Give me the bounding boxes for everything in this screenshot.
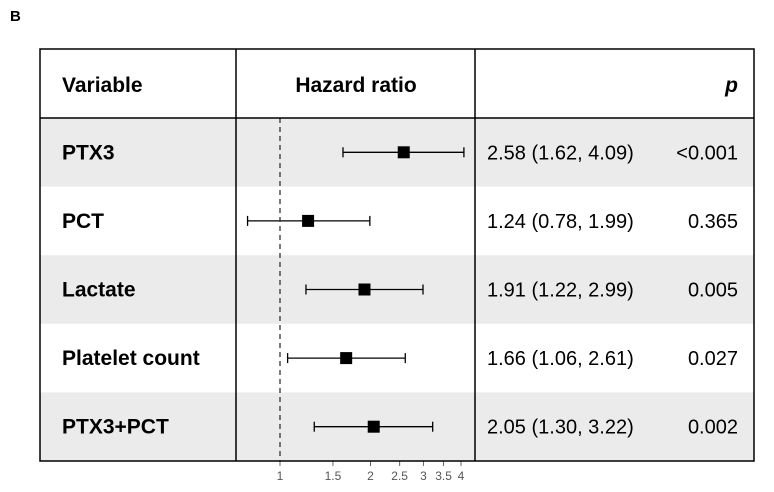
p-value-label: 0.027 [688, 348, 738, 370]
table-borders [39, 48, 755, 462]
hr-point [340, 352, 353, 365]
p-value-label: 0.365 [688, 211, 738, 233]
x-tick-label: 3.5 [435, 469, 452, 483]
hr-point [397, 146, 410, 159]
plot-marks [246, 118, 465, 461]
hr-ci-label: 2.05 (1.30, 3.22) [487, 417, 634, 439]
x-tick-label: 1.5 [325, 469, 342, 483]
x-tick-label: 3 [420, 469, 427, 483]
variable-label: Lactate [62, 279, 136, 302]
x-axis: 1 1.5 2 2.5 3 3.5 4 [277, 461, 465, 483]
hr-ci-label: 1.91 (1.22, 2.99) [487, 280, 634, 302]
hr-ci-label: 2.58 (1.62, 4.09) [487, 142, 634, 164]
hr-point [367, 420, 380, 433]
row-stripes [40, 118, 754, 461]
p-value-label: <0.001 [676, 142, 738, 164]
hr-ci-label: 1.66 (1.06, 2.61) [487, 348, 634, 370]
hr-ci-label: 1.24 (0.78, 1.99) [487, 211, 634, 233]
header-variable: Variable [62, 74, 143, 97]
variable-label: PTX3+PCT [62, 416, 169, 439]
p-value-label: 0.005 [688, 280, 738, 302]
p-value-label: 0.002 [688, 417, 738, 439]
variable-label: PCT [62, 210, 104, 233]
x-tick-label: 4 [458, 469, 465, 483]
hr-point [302, 214, 315, 227]
header-p: p [724, 74, 738, 97]
x-tick-label: 2.5 [391, 469, 408, 483]
header-hazard-ratio: Hazard ratio [295, 74, 416, 97]
x-tick-label: 2 [367, 469, 374, 483]
variable-label: Platelet count [62, 347, 200, 370]
x-tick-label: 1 [277, 469, 284, 483]
table-frame [39, 48, 755, 462]
rows: PTX3 2.58 (1.62, 4.09) <0.001 PCT 1.24 (0.78… [62, 141, 738, 438]
hr-point [358, 283, 371, 296]
variable-label: PTX3 [62, 141, 115, 164]
panel-label: B [10, 8, 21, 25]
